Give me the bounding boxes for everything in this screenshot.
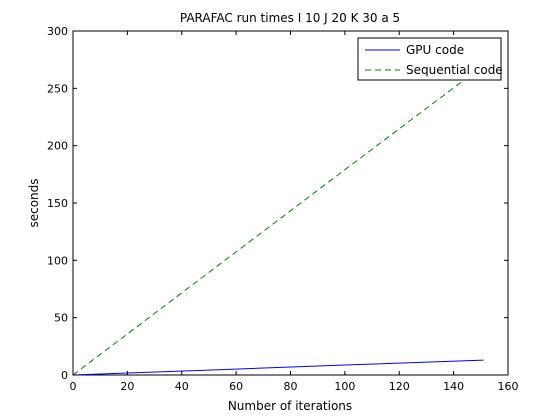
series-line-gpu-code [72, 359, 484, 376]
x-tick-label: 40 [175, 380, 189, 393]
series-layer [72, 65, 484, 376]
legend-label-sequential-code: Sequential code [406, 63, 503, 77]
x-tick-label: 80 [284, 380, 298, 393]
x-tick-label: 120 [389, 380, 410, 393]
x-axis-label: Number of iterations [228, 399, 352, 413]
tick-layer: 0 20 40 60 80 100 120 140 160 0 50 100 150 200 250 300 [47, 25, 519, 393]
y-tick-label: 0 [61, 369, 68, 382]
y-tick-label: 100 [47, 254, 68, 267]
x-tick-label: 60 [229, 380, 243, 393]
chart-title: PARAFAC run times I 10 J 20 K 30 a 5 [180, 11, 400, 25]
x-tick-label: 160 [498, 380, 519, 393]
y-tick-label: 300 [47, 25, 68, 38]
legend: GPU code Sequential code [357, 37, 503, 81]
y-tick-label: 250 [47, 82, 68, 95]
y-tick-label: 50 [54, 312, 68, 325]
legend-label-gpu-code: GPU code [406, 43, 464, 57]
y-tick-label: 150 [47, 197, 68, 210]
y-tick-label: 200 [47, 140, 68, 153]
x-tick-label: 20 [120, 380, 134, 393]
x-tick-label: 100 [334, 380, 355, 393]
y-axis-label: seconds [27, 178, 41, 227]
legend-box [357, 37, 502, 81]
x-tick-label: 140 [443, 380, 464, 393]
x-tick-label: 0 [70, 380, 77, 393]
plot-area [72, 30, 509, 376]
series-line-sequential-code [72, 65, 484, 376]
